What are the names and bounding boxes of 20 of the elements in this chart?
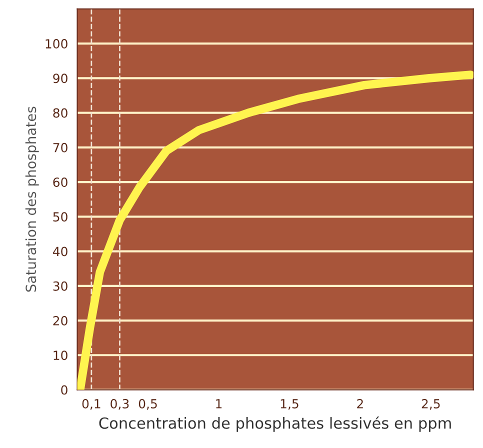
- y-tick-label: 40: [52, 246, 68, 256]
- y-tick-label: 100: [46, 39, 68, 49]
- x-tick-label: 1,5: [280, 399, 298, 410]
- y-tick-label: 60: [53, 178, 68, 187]
- y-tick-label: 80: [53, 108, 68, 118]
- x-axis-title: Concentration de phosphates lessivés en ppm: [99, 416, 451, 432]
- y-tick-label: 70: [53, 142, 68, 152]
- x-tick-label: 0,1: [82, 399, 100, 410]
- y-tick-label: 10: [54, 350, 68, 360]
- x-tick-label: 0,3: [110, 399, 129, 410]
- y-tick-label: 90: [53, 74, 68, 84]
- x-tick-label: 0,5: [138, 399, 157, 410]
- y-axis-title: Saturation des phosphates: [25, 106, 39, 292]
- x-tick-label: 2: [357, 399, 363, 408]
- y-tick-label: 30: [53, 281, 68, 291]
- x-tick-label: 1: [216, 399, 222, 408]
- y-tick-label: 50: [53, 212, 68, 222]
- x-tick-label: 2,5: [422, 399, 440, 410]
- y-tick-label: 0: [61, 385, 68, 395]
- y-tick-label: 20: [53, 316, 68, 326]
